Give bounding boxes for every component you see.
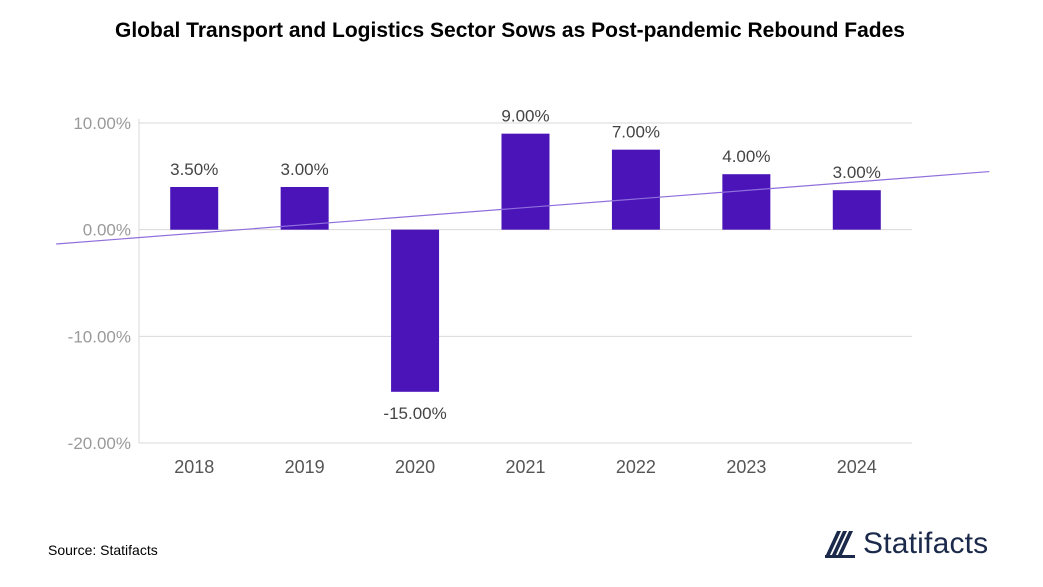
y-tick-label: 0.00% bbox=[83, 221, 131, 240]
bar bbox=[170, 187, 219, 230]
x-tick-label: 2021 bbox=[505, 457, 545, 477]
bar bbox=[501, 133, 550, 230]
data-label: 4.00% bbox=[722, 147, 770, 166]
x-tick-label: 2019 bbox=[285, 457, 325, 477]
x-tick-label: 2024 bbox=[837, 457, 877, 477]
y-tick-label: -10.00% bbox=[68, 327, 131, 346]
data-label: 7.00% bbox=[612, 123, 660, 142]
chart-title: Global Transport and Logistics Sector So… bbox=[115, 19, 905, 42]
source-note: Source: Statifacts bbox=[48, 542, 158, 558]
brand-name: Statifacts bbox=[863, 527, 989, 560]
trendline bbox=[56, 170, 990, 245]
brand-logo: Statifacts bbox=[823, 527, 988, 561]
y-tick-label: -20.00% bbox=[68, 434, 131, 453]
bar bbox=[722, 174, 771, 230]
bar bbox=[832, 190, 881, 230]
x-tick-label: 2018 bbox=[174, 457, 214, 477]
data-label: 3.00% bbox=[833, 163, 881, 182]
data-label: 9.00% bbox=[501, 107, 549, 126]
x-tick-label: 2022 bbox=[616, 457, 656, 477]
data-label: 3.50% bbox=[170, 160, 218, 179]
bar bbox=[391, 229, 440, 392]
data-label: 3.00% bbox=[281, 160, 329, 179]
y-tick-label: 10.00% bbox=[73, 114, 131, 133]
x-tick-label: 2020 bbox=[395, 457, 435, 477]
x-tick-label: 2023 bbox=[726, 457, 766, 477]
statifacts-logo-icon bbox=[825, 531, 855, 558]
bar bbox=[611, 149, 660, 230]
data-label: -15.00% bbox=[383, 404, 446, 423]
bar bbox=[280, 187, 329, 230]
